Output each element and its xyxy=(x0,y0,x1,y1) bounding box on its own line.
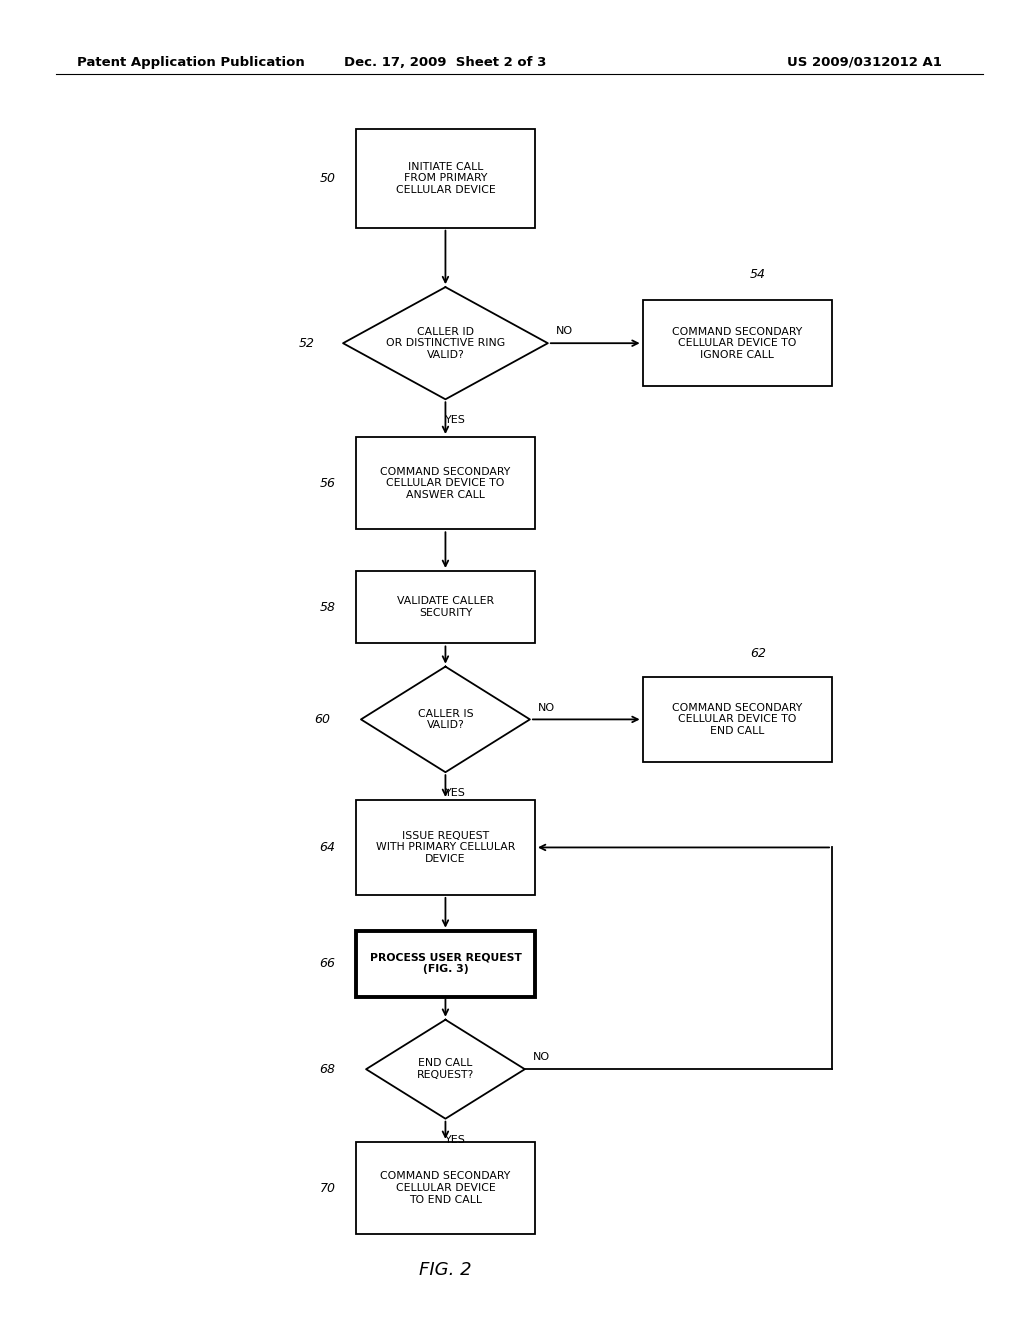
Bar xyxy=(643,677,831,763)
Text: YES: YES xyxy=(445,788,466,799)
Text: YES: YES xyxy=(445,1135,466,1144)
Text: CALLER ID
OR DISTINCTIVE RING
VALID?: CALLER ID OR DISTINCTIVE RING VALID? xyxy=(386,326,505,360)
Text: NO: NO xyxy=(556,326,573,337)
Text: VALIDATE CALLER
SECURITY: VALIDATE CALLER SECURITY xyxy=(397,597,494,618)
Text: 66: 66 xyxy=(319,957,336,970)
Text: CALLER IS
VALID?: CALLER IS VALID? xyxy=(418,709,473,730)
Bar xyxy=(356,931,535,997)
Text: COMMAND SECONDARY
CELLULAR DEVICE TO
IGNORE CALL: COMMAND SECONDARY CELLULAR DEVICE TO IGN… xyxy=(672,326,803,360)
Text: COMMAND SECONDARY
CELLULAR DEVICE
TO END CALL: COMMAND SECONDARY CELLULAR DEVICE TO END… xyxy=(380,1171,511,1205)
Text: 70: 70 xyxy=(319,1181,336,1195)
Text: NO: NO xyxy=(532,1052,550,1063)
Text: FIG. 2: FIG. 2 xyxy=(419,1261,472,1279)
Text: PROCESS USER REQUEST
(FIG. 3): PROCESS USER REQUEST (FIG. 3) xyxy=(370,953,521,974)
Bar xyxy=(356,570,535,643)
Text: Patent Application Publication: Patent Application Publication xyxy=(77,55,304,69)
Text: 62: 62 xyxy=(750,647,766,660)
Bar xyxy=(356,800,535,895)
Text: NO: NO xyxy=(539,702,555,713)
Bar xyxy=(356,437,535,529)
Text: ISSUE REQUEST
WITH PRIMARY CELLULAR
DEVICE: ISSUE REQUEST WITH PRIMARY CELLULAR DEVI… xyxy=(376,830,515,865)
Bar xyxy=(356,129,535,227)
Text: 54: 54 xyxy=(750,268,766,281)
Text: COMMAND SECONDARY
CELLULAR DEVICE TO
END CALL: COMMAND SECONDARY CELLULAR DEVICE TO END… xyxy=(672,702,803,737)
Text: Dec. 17, 2009  Sheet 2 of 3: Dec. 17, 2009 Sheet 2 of 3 xyxy=(344,55,547,69)
Text: 68: 68 xyxy=(319,1063,336,1076)
Text: US 2009/0312012 A1: US 2009/0312012 A1 xyxy=(787,55,942,69)
Text: 52: 52 xyxy=(299,337,315,350)
Text: YES: YES xyxy=(445,414,466,425)
Text: 50: 50 xyxy=(319,172,336,185)
Bar xyxy=(643,301,831,385)
Text: INITIATE CALL
FROM PRIMARY
CELLULAR DEVICE: INITIATE CALL FROM PRIMARY CELLULAR DEVI… xyxy=(395,161,496,195)
Text: END CALL
REQUEST?: END CALL REQUEST? xyxy=(417,1059,474,1080)
Text: COMMAND SECONDARY
CELLULAR DEVICE TO
ANSWER CALL: COMMAND SECONDARY CELLULAR DEVICE TO ANS… xyxy=(380,466,511,500)
Text: 60: 60 xyxy=(314,713,331,726)
Bar xyxy=(356,1142,535,1234)
Text: 64: 64 xyxy=(319,841,336,854)
Text: 56: 56 xyxy=(319,477,336,490)
Text: 58: 58 xyxy=(319,601,336,614)
